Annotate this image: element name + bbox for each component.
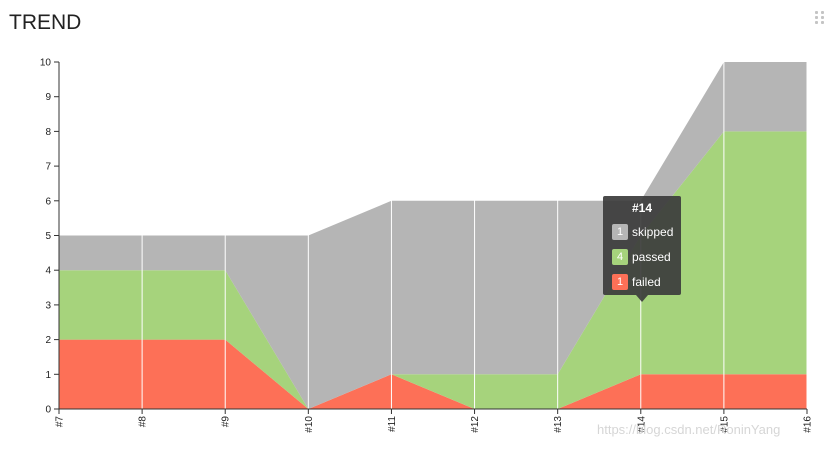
x-tick-label: #9	[221, 416, 232, 428]
tooltip-failed-count: 1	[612, 273, 628, 290]
y-tick-label: 8	[45, 127, 51, 138]
area-passed[interactable]	[59, 131, 807, 409]
drag-handle-icon[interactable]	[814, 11, 826, 25]
y-tick-label: 1	[45, 370, 51, 381]
chart-title: TREND	[9, 11, 82, 34]
tooltip-row-skipped: 1 skipped	[603, 219, 681, 244]
tooltip-row-passed: 4 passed	[603, 244, 681, 269]
watermark: https://blog.csdn.net/RoninYang	[597, 422, 781, 437]
tooltip-title: #14	[631, 201, 653, 215]
x-tick-label: #8	[138, 416, 149, 428]
y-tick-label: 2	[45, 335, 51, 346]
y-tick-label: 7	[45, 162, 51, 173]
x-tick-label: #7	[55, 416, 66, 428]
tooltip-row-failed: 1 failed	[603, 269, 681, 294]
y-tick-label: 9	[45, 92, 51, 103]
y-tick-label: 10	[40, 58, 52, 69]
tooltip: #14 1 skipped 4 passed 1 failed	[603, 196, 681, 302]
area-skipped[interactable]	[59, 62, 807, 409]
area-failed[interactable]	[59, 339, 807, 409]
tooltip-skipped-label: skipped	[632, 224, 674, 239]
y-tick-label: 5	[45, 231, 51, 242]
y-tick-label: 4	[45, 266, 51, 277]
x-tick-label: #10	[304, 416, 315, 433]
x-tick-label: #11	[387, 416, 398, 432]
tooltip-failed-label: failed	[632, 274, 661, 289]
y-tick-label: 0	[45, 405, 51, 416]
x-tick-label: #12	[470, 416, 481, 433]
tooltip-passed-label: passed	[632, 249, 671, 264]
y-tick-label: 3	[45, 300, 51, 311]
y-tick-label: 6	[45, 196, 51, 207]
x-tick-label: #14	[636, 416, 647, 433]
x-tick-label: #16	[803, 416, 814, 433]
tooltip-passed-count: 4	[612, 248, 628, 265]
x-tick-label: #13	[553, 416, 564, 433]
x-tick-label: #15	[719, 416, 730, 433]
tooltip-skipped-count: 1	[612, 223, 628, 240]
